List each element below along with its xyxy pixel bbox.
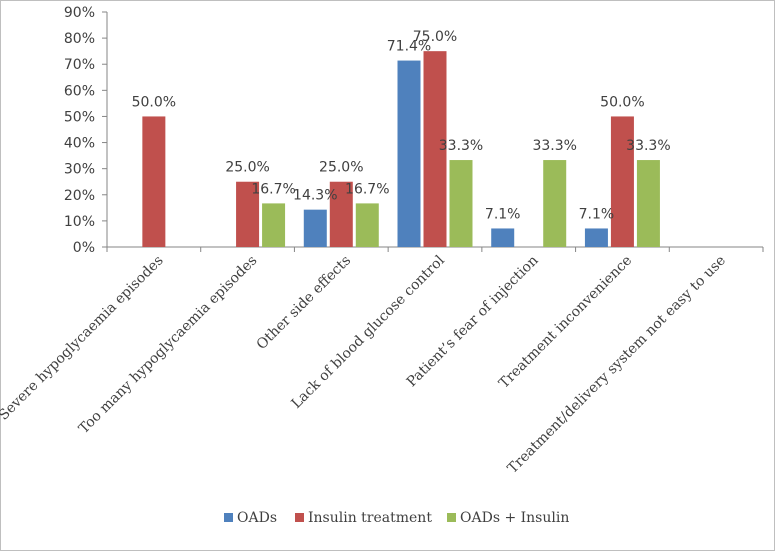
y-tick-label: 90%: [64, 5, 95, 21]
y-tick-label: 30%: [64, 162, 95, 178]
bar: [449, 160, 473, 247]
y-tick-label: 50%: [64, 109, 95, 125]
category-label: Severe hypoglycaemia episodes: [0, 253, 167, 424]
data-label: 7.1%: [485, 206, 521, 222]
data-label: 25.0%: [319, 160, 363, 176]
bar: [329, 181, 353, 247]
data-label: 33.3%: [626, 138, 670, 154]
bar: [236, 181, 260, 247]
chart-axes: 0% 10% 20% 30% 40% 50% 60% 70% 80% 90%: [64, 5, 764, 256]
y-tick-label: 10%: [64, 214, 95, 230]
legend-label: OADs: [237, 510, 277, 526]
bar: [355, 203, 379, 247]
chart-data-labels: 14.3% 71.4% 7.1% 7.1% 50.0% 25.0% 25.0% 75.0% 50…: [132, 29, 671, 222]
bar: [423, 51, 447, 247]
data-label: 14.3%: [293, 188, 337, 204]
category-label: Too many hypoglycaemia episodes: [76, 253, 261, 438]
bar: [262, 203, 286, 247]
category-label: Treatment/delivery system not easy to us…: [505, 253, 729, 477]
bar: [397, 60, 421, 247]
legend-swatch: [224, 513, 233, 522]
data-label: 50.0%: [600, 94, 644, 110]
data-label: 33.3%: [439, 138, 483, 154]
bar: [636, 160, 660, 247]
data-label: 71.4%: [387, 39, 431, 55]
data-label: 50.0%: [132, 94, 176, 110]
y-tick-label: 70%: [64, 57, 95, 73]
bar: [142, 116, 166, 247]
data-label: 75.0%: [413, 29, 457, 45]
bar: [610, 116, 634, 247]
bar: [491, 228, 515, 247]
chart-bars: [142, 51, 660, 247]
category-label: Other side effects: [254, 253, 354, 353]
legend-swatch: [447, 513, 456, 522]
y-tick-label: 20%: [64, 188, 95, 204]
legend-swatch: [295, 513, 304, 522]
category-label: Lack of blood glucose control: [288, 252, 448, 412]
chart-legend: OADs Insulin treatment OADs + Insulin: [224, 510, 569, 526]
bar: [303, 209, 327, 247]
y-tick-label: 60%: [64, 83, 95, 99]
legend-label: Insulin treatment: [308, 510, 432, 526]
data-label: 16.7%: [345, 181, 389, 197]
data-label: 7.1%: [579, 206, 615, 222]
y-tick-label: 80%: [64, 31, 95, 47]
bar: [584, 228, 608, 247]
bar: [543, 160, 567, 247]
data-label: 25.0%: [225, 160, 269, 176]
y-tick-label: 0%: [73, 240, 95, 256]
data-label: 33.3%: [532, 138, 576, 154]
legend-label: OADs + Insulin: [460, 510, 569, 526]
y-tick-label: 40%: [64, 136, 95, 152]
data-label: 16.7%: [251, 181, 295, 197]
